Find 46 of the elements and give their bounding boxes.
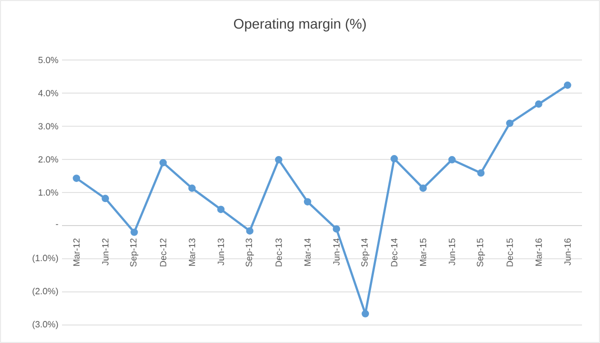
y-tick-label: 2.0%: [38, 156, 58, 163]
point: [102, 194, 110, 202]
point: [217, 206, 225, 214]
x-tick-label: Sep-12: [130, 238, 138, 267]
point: [564, 81, 572, 89]
x-tick-label: Jun-13: [218, 238, 224, 266]
chart-title: Operating margin (%): [234, 18, 366, 32]
y-tick-label: (2.0%): [32, 288, 58, 296]
point: [274, 156, 282, 164]
x-tick-label: Jun-14: [333, 238, 340, 266]
x-tick-label: Sep-15: [476, 238, 485, 267]
y-tick-label: -: [56, 224, 58, 225]
x-tick-label: Dec-15: [506, 238, 513, 266]
x-tick-label: Mar-13: [188, 238, 196, 266]
point: [390, 155, 398, 162]
x-tick-label: Jun-15: [448, 238, 456, 266]
x-tick-label: Mar-12: [73, 238, 80, 266]
point: [72, 174, 80, 182]
x-tick-label: Sep-14: [361, 238, 370, 267]
point: [477, 169, 485, 177]
point: [159, 159, 167, 166]
x-tick-label: Mar-14: [304, 238, 311, 266]
x-tick-label: Mar-16: [535, 238, 542, 266]
point: [188, 184, 196, 192]
point: [362, 310, 370, 318]
x-tick-label: Jun-16: [564, 238, 571, 266]
x-tick-label: Dec-14: [391, 238, 398, 266]
x-tick-label: Dec-12: [160, 238, 166, 266]
point: [130, 228, 138, 236]
y-tick-label: 3.0%: [38, 123, 58, 130]
x-tick-label: Dec-13: [275, 238, 282, 266]
point: [506, 120, 514, 127]
y-tick-label: 4.0%: [38, 90, 58, 96]
y-tick-label: (1.0%): [32, 254, 58, 263]
point: [419, 184, 427, 192]
x-tick-label: Jun-12: [102, 238, 109, 266]
y-tick-label: 5.0%: [38, 56, 58, 64]
point: [304, 198, 312, 206]
point: [448, 156, 456, 164]
x-tick-label: Mar-15: [420, 238, 426, 266]
point: [332, 225, 340, 233]
y-tick-label: 1.0%: [38, 189, 58, 196]
point: [246, 227, 254, 235]
x-tick-label: Sep-13: [246, 238, 254, 267]
y-tick-label: (3.0%): [32, 320, 58, 330]
point: [534, 100, 542, 108]
